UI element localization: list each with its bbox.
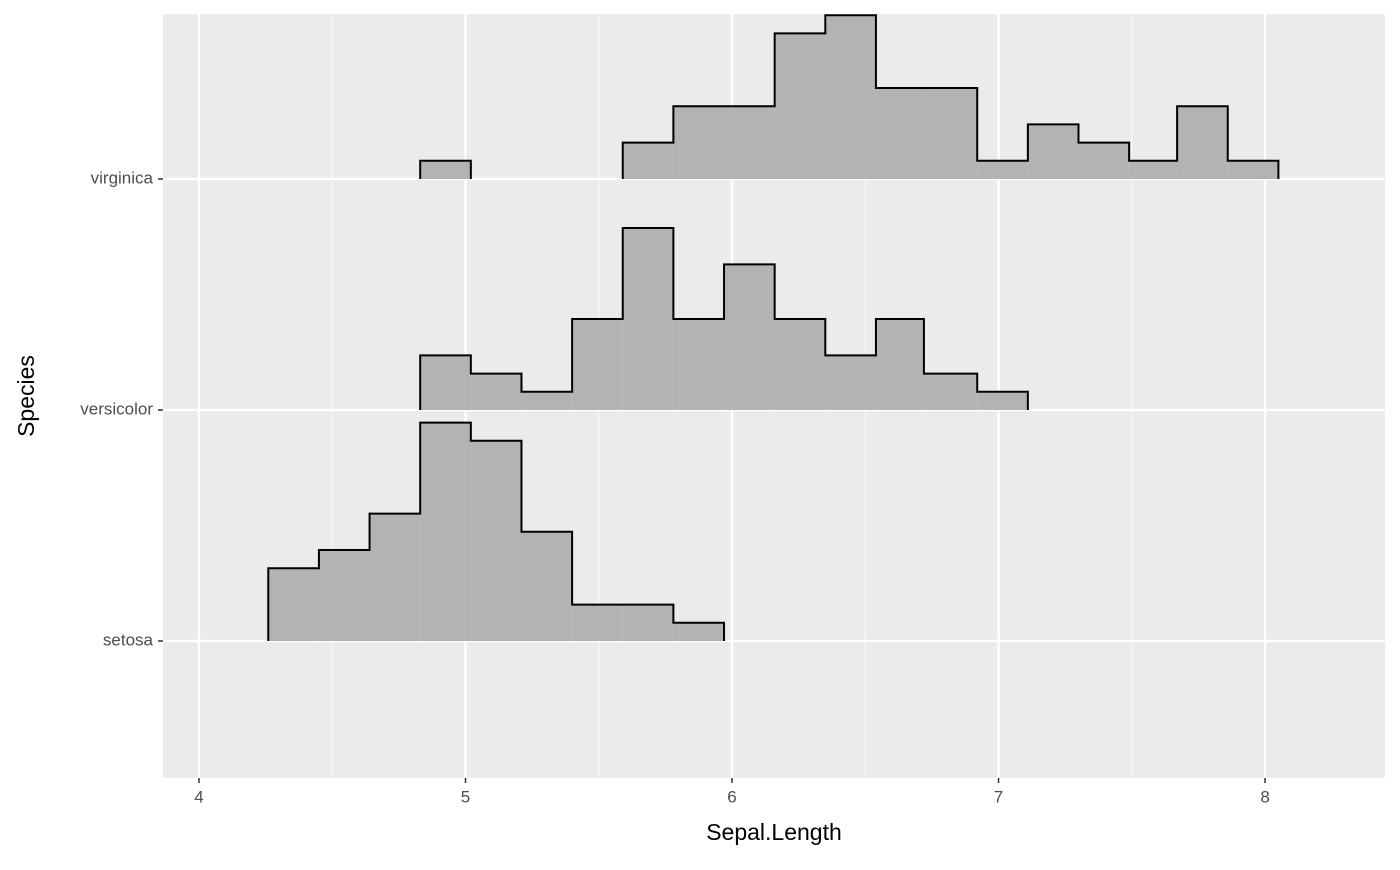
bin — [724, 264, 775, 410]
bin — [1027, 124, 1079, 179]
bin — [622, 142, 674, 179]
bin — [268, 568, 319, 641]
bin — [825, 355, 876, 410]
bin — [420, 160, 471, 179]
bin — [923, 373, 978, 410]
bin — [318, 550, 370, 641]
bin — [521, 391, 573, 410]
ridge-outline — [419, 227, 1029, 410]
bin — [774, 33, 826, 180]
bin — [673, 622, 725, 641]
bin — [622, 228, 674, 410]
bin — [923, 88, 978, 179]
bin — [470, 373, 522, 410]
bin — [572, 604, 623, 641]
x-tick-label: 6 — [727, 787, 736, 806]
bin — [825, 15, 876, 180]
ridge-outline — [621, 14, 1280, 179]
bin — [1129, 160, 1178, 179]
y-tick-label: versicolor — [80, 399, 153, 418]
x-tick-label: 8 — [1260, 787, 1269, 806]
x-tick-label: 4 — [194, 787, 203, 806]
bin — [774, 319, 826, 410]
bin — [1227, 160, 1279, 179]
bin — [1177, 106, 1228, 179]
bin — [420, 422, 471, 641]
bin — [1078, 142, 1130, 179]
bin — [622, 604, 674, 641]
bin — [369, 513, 421, 641]
bin — [420, 355, 471, 410]
bin — [673, 319, 725, 410]
bin — [875, 319, 924, 410]
bin — [572, 319, 623, 410]
bin — [673, 106, 725, 179]
bin — [875, 88, 924, 179]
x-tick-label: 7 — [994, 787, 1003, 806]
ridge-outline — [267, 421, 726, 641]
x-axis-title: Sepal.Length — [706, 819, 842, 845]
bin — [470, 440, 522, 641]
y-tick-label: virginica — [91, 168, 154, 187]
x-tick-label: 5 — [461, 787, 470, 806]
bin — [977, 391, 1028, 410]
ridge-outline — [419, 159, 472, 179]
bin — [977, 160, 1028, 179]
bin — [521, 531, 573, 641]
bin — [724, 106, 775, 179]
y-axis-title: Species — [13, 355, 39, 437]
y-tick-label: setosa — [103, 630, 154, 649]
